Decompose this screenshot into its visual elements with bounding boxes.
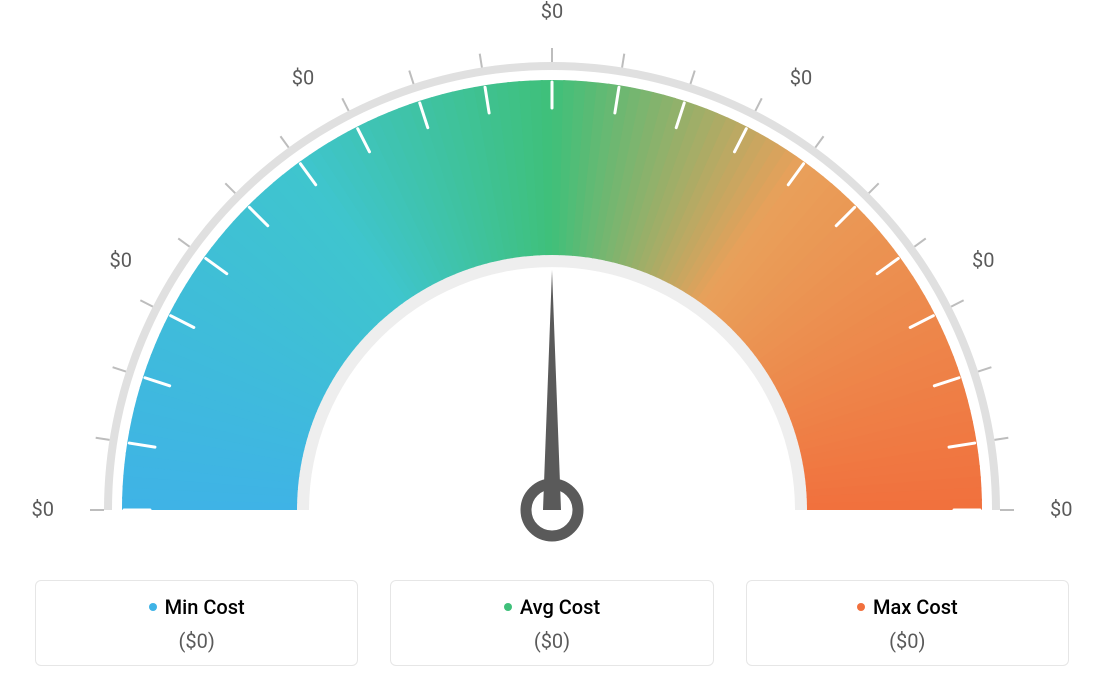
legend-card-avg: Avg Cost ($0) [390,580,713,666]
svg-text:$0: $0 [972,248,994,272]
legend-label-max: Max Cost [873,595,958,619]
legend-title-max: Max Cost [857,595,958,619]
legend-value-min: ($0) [46,629,347,653]
legend-row: Min Cost ($0) Avg Cost ($0) Max Cost ($0… [0,580,1104,690]
gauge-area: $0 $0 $0 $0 $0 $0 $0 [0,0,1104,560]
gauge-svg: $0 $0 $0 $0 $0 $0 $0 [0,0,1104,560]
legend-card-max: Max Cost ($0) [746,580,1069,666]
cost-gauge-chart: $0 $0 $0 $0 $0 $0 $0 Min Cost ($0) Avg Cost ($… [0,0,1104,690]
legend-title-avg: Avg Cost [504,595,600,619]
legend-card-min: Min Cost ($0) [35,580,358,666]
legend-label-avg: Avg Cost [520,595,600,619]
svg-text:$0: $0 [292,66,314,90]
svg-text:$0: $0 [790,66,812,90]
svg-text:$0: $0 [110,248,132,272]
legend-dot-avg [504,603,512,611]
legend-value-max: ($0) [757,629,1058,653]
svg-text:$0: $0 [32,497,54,521]
legend-label-min: Min Cost [165,595,245,619]
svg-text:$0: $0 [541,0,563,23]
legend-value-avg: ($0) [401,629,702,653]
legend-title-min: Min Cost [149,595,245,619]
legend-dot-max [857,603,865,611]
legend-dot-min [149,603,157,611]
svg-text:$0: $0 [1050,497,1072,521]
